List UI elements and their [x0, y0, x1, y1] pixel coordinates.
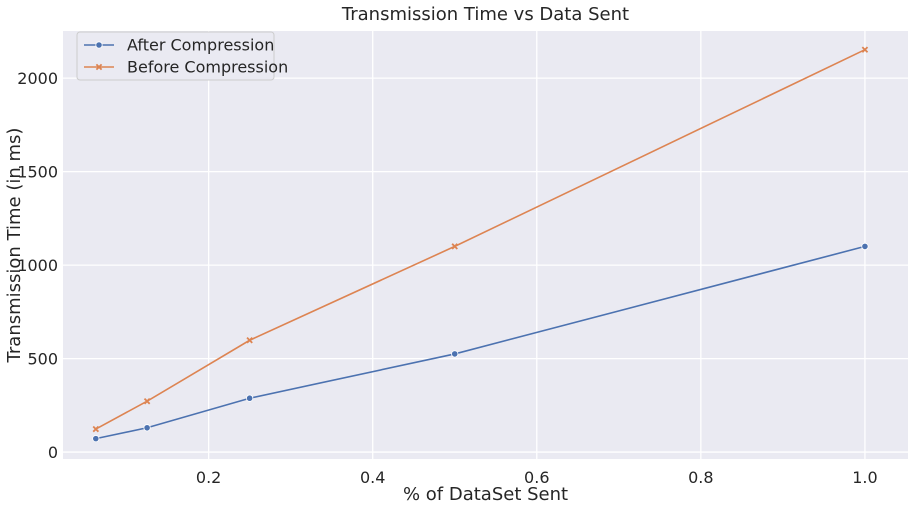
legend: After Compression Before Compression: [76, 31, 288, 81]
data-point: [861, 46, 869, 53]
data-point: [143, 424, 151, 432]
data-point: [451, 243, 458, 250]
y-axis-label: Transmission Time (in ms): [4, 128, 25, 364]
x-tick-label: 0.8: [688, 468, 713, 487]
y-tick-label: 500: [27, 350, 58, 369]
series-before-compression: [92, 46, 869, 433]
y-tick-label: 2000: [17, 69, 58, 88]
data-point: [92, 435, 100, 443]
data-point: [861, 242, 869, 251]
y-tick-labels: 0 500 1000 1500 2000: [17, 69, 58, 462]
x-tick-label: 0.2: [196, 468, 221, 487]
data-point: [451, 350, 459, 358]
legend-marker: [95, 63, 103, 71]
series-layer: [92, 46, 869, 443]
y-tick-label: 1000: [17, 256, 58, 275]
series-after-compression: [92, 242, 869, 443]
y-tick-label: 0: [48, 443, 58, 462]
plot-background: [63, 31, 908, 459]
data-point: [92, 425, 100, 433]
data-point: [246, 337, 253, 344]
data-point: [143, 397, 151, 405]
x-axis-label: % of DataSet Sent: [403, 484, 568, 505]
legend-label: After Compression: [127, 36, 274, 55]
legend-frame: [76, 31, 275, 81]
legend-marker: [95, 41, 103, 49]
legend-label: Before Compression: [127, 58, 288, 77]
data-point: [246, 394, 254, 402]
chart-title: Transmission Time vs Data Sent: [341, 4, 629, 25]
x-tick-labels: 0.2 0.4 0.6 0.8 1.0: [196, 468, 878, 487]
x-tick-label: 1.0: [852, 468, 877, 487]
x-tick-label: 0.4: [360, 468, 385, 487]
x-tick-label: 0.6: [524, 468, 549, 487]
y-tick-label: 1500: [17, 163, 58, 182]
